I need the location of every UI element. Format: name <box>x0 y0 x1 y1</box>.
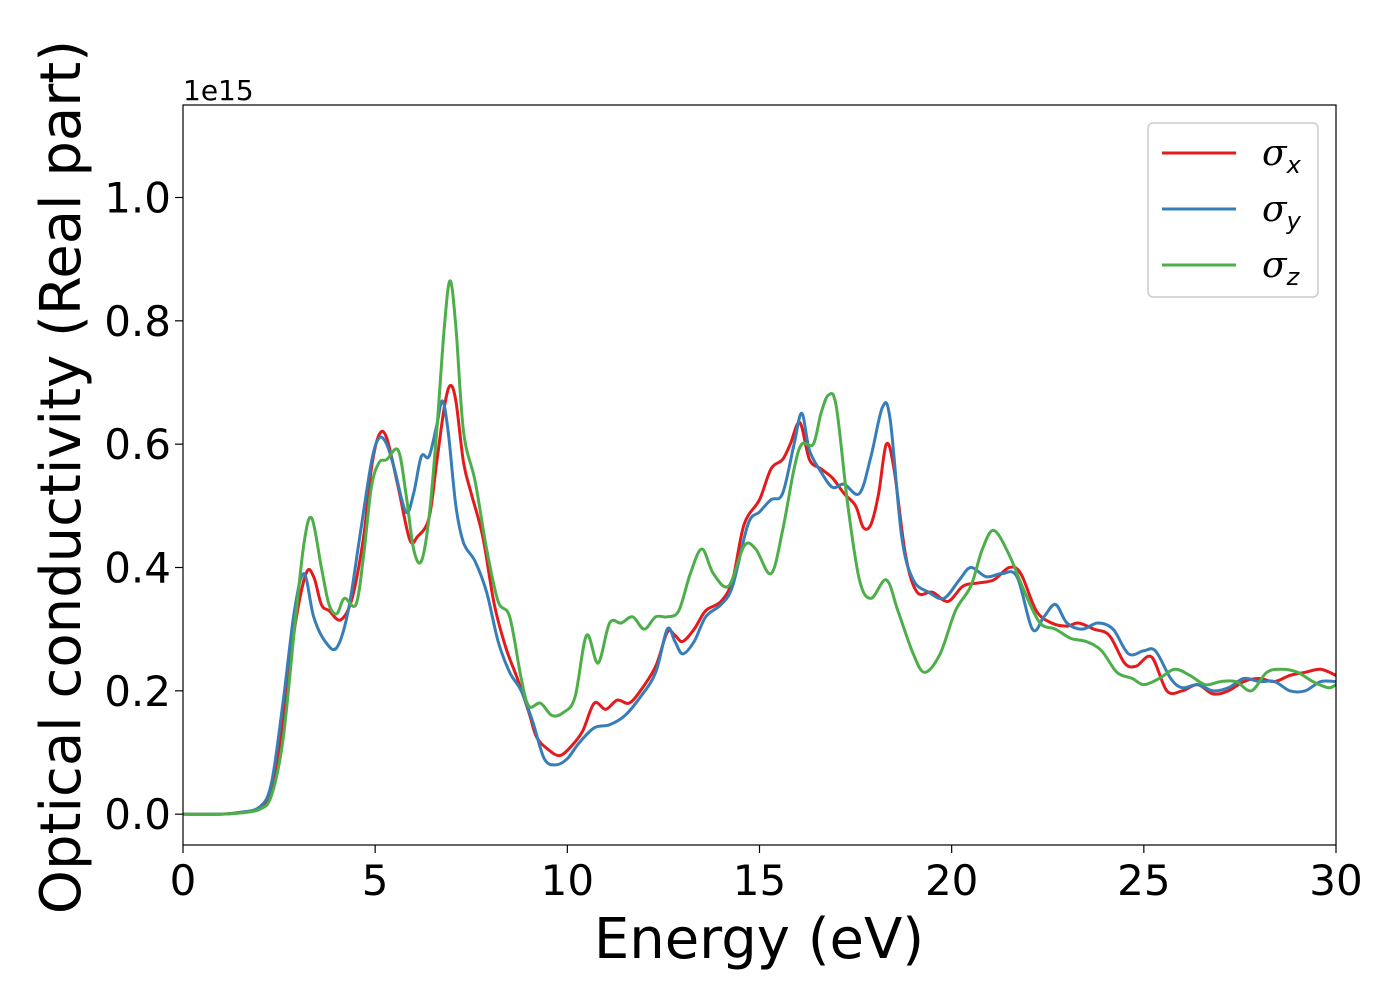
y-tick-label: 0.0 <box>104 790 171 839</box>
y-tick-label: 0.2 <box>104 667 171 716</box>
x-tick-label: 0 <box>170 856 197 905</box>
x-tick-label: 5 <box>362 856 389 905</box>
series-line-sigma-y <box>183 399 1336 816</box>
x-tick-label: 15 <box>733 856 786 905</box>
series-lines <box>183 279 1336 816</box>
y-tick-label: 0.4 <box>104 544 171 593</box>
x-tick-label: 25 <box>1117 856 1170 905</box>
y-axis-offset-label: 1e15 <box>183 74 254 107</box>
series-line-sigma-x <box>183 383 1336 816</box>
y-tick-label: 0.8 <box>104 297 171 346</box>
y-tick-label: 0.6 <box>104 420 171 469</box>
x-axis-title: Energy (eV) <box>594 907 924 972</box>
x-tick-label: 20 <box>925 856 978 905</box>
x-tick-label: 30 <box>1309 856 1362 905</box>
series-line-sigma-z <box>183 279 1336 816</box>
y-axis-title: Optical conductivity (Real part) <box>29 40 94 914</box>
ticks: 0 5 10 15 20 25 30 0.0 0.2 0.4 0.6 0.8 1.0 <box>104 174 1363 906</box>
x-tick-label: 10 <box>541 856 594 905</box>
y-tick-label: 1.0 <box>104 174 171 223</box>
